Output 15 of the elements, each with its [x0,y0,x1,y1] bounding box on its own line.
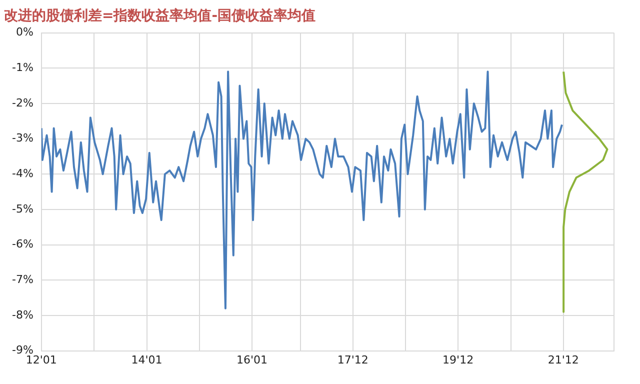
chart-title: 改进的股债利差=指数收益率均值-国债收益率均值 [4,7,316,24]
y-tick-label: -1% [12,60,34,74]
y-tick-label: -2% [12,96,34,110]
y-tick-label: 0% [16,26,34,39]
y-tick-label: -3% [12,132,34,145]
y-tick-label: -6% [12,238,34,251]
x-tick-label: 16'01 [236,353,268,366]
y-tick-label: -8% [12,308,34,322]
y-tick-label: -7% [12,272,34,286]
x-tick-label: 21'12 [548,353,579,366]
x-tick-label: 19'12 [442,353,474,366]
x-tick-label: 14'01 [131,353,162,366]
y-tick-label: -4% [12,166,34,180]
y-tick-label: -5% [12,202,34,216]
x-tick-label: 17'12 [337,353,368,366]
